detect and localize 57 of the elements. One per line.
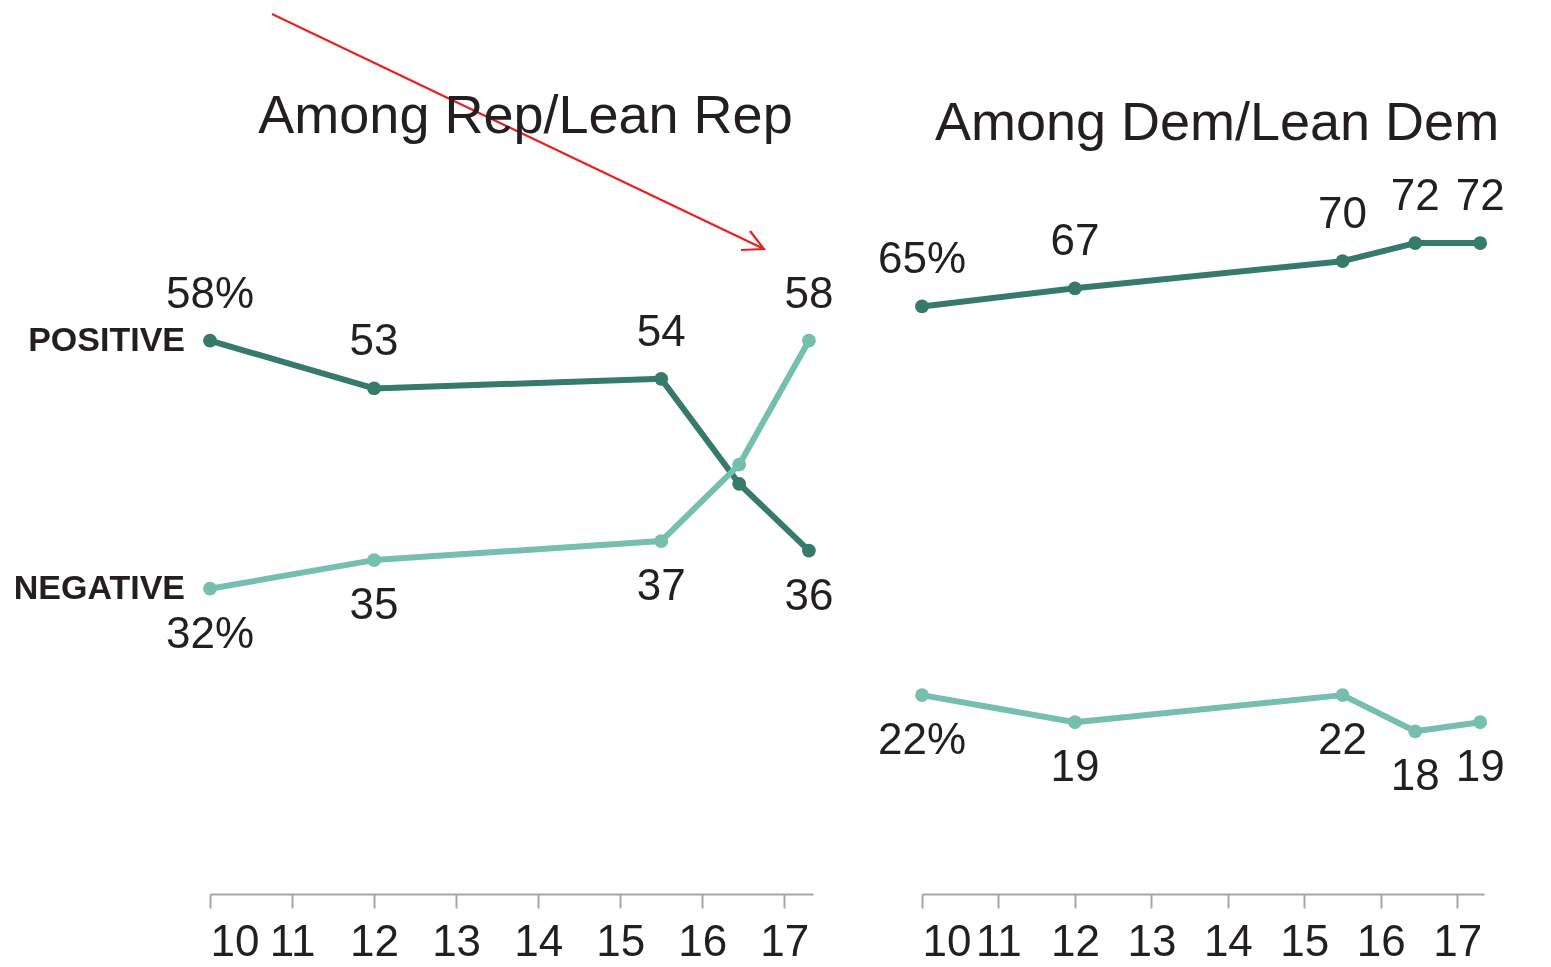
x-tick-label: 10 (210, 915, 260, 965)
x-tick-label: 11 (269, 915, 316, 965)
point (915, 688, 929, 702)
point (654, 534, 669, 548)
data-label: 22 (1318, 714, 1368, 764)
point (1408, 236, 1423, 250)
x-tick-label: 15 (1280, 915, 1330, 965)
point (1068, 715, 1082, 730)
x-tick-label: 14 (514, 915, 564, 965)
data-label: 67 (1050, 215, 1100, 265)
data-label: 72 (1455, 170, 1505, 220)
x-tick-label: 10 (922, 915, 972, 965)
data-label: 58 (784, 267, 834, 317)
point (1473, 236, 1488, 250)
data-label: 72 (1390, 170, 1440, 220)
point (203, 581, 217, 596)
point (203, 333, 217, 348)
point (802, 543, 816, 558)
point (1335, 688, 1350, 702)
data-label: 54 (636, 305, 686, 355)
chart-title: Among Dem/Lean Dem (934, 91, 1500, 152)
data-label: 18 (1390, 750, 1440, 800)
point (732, 457, 747, 472)
data-label: 19 (1455, 741, 1505, 791)
x-tick-label: 15 (596, 915, 646, 965)
point (1473, 715, 1488, 730)
point (367, 553, 381, 567)
x-tick-label: 12 (350, 915, 400, 965)
point (732, 476, 747, 491)
x-tick-label: 14 (1203, 915, 1253, 965)
x-tick-label: 16 (678, 915, 728, 965)
series-label: POSITIVE (28, 319, 185, 358)
data-label: 58% (165, 267, 255, 317)
data-label: 36 (784, 569, 834, 619)
x-tick-label: 13 (432, 915, 482, 965)
data-label: 35 (349, 579, 399, 629)
point (1335, 254, 1350, 269)
data-label: 53 (349, 315, 399, 365)
data-label: 32% (165, 607, 255, 657)
point (1408, 724, 1423, 739)
series-label: NEGATIVE (13, 567, 185, 606)
x-tick-label: 13 (1127, 915, 1177, 965)
x-tick-label: 16 (1356, 915, 1406, 965)
data-label: 70 (1318, 188, 1368, 238)
data-label: 22% (877, 714, 967, 764)
point (367, 381, 381, 396)
point (915, 299, 929, 314)
point (1068, 281, 1082, 296)
point (802, 333, 816, 348)
point (654, 371, 669, 386)
data-label: 37 (636, 560, 686, 610)
x-tick-label: 11 (976, 915, 1022, 965)
data-label: 19 (1050, 741, 1100, 791)
x-tick-label: 17 (1433, 915, 1483, 965)
x-tick-label: 17 (760, 915, 810, 965)
x-tick-label: 12 (1050, 915, 1100, 965)
data-label: 65% (877, 233, 967, 283)
